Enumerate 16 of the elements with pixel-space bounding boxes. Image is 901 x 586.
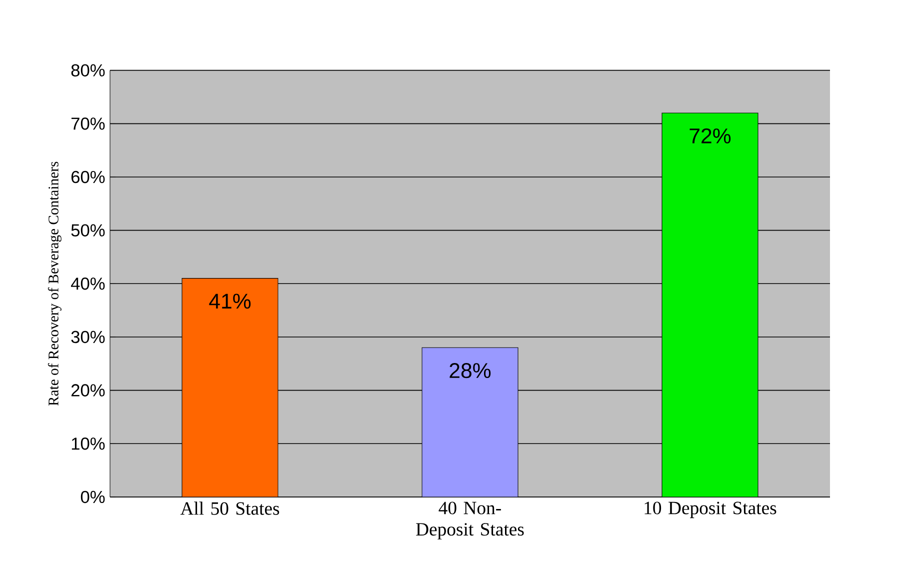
- y-tick-label: 20%: [71, 384, 105, 396]
- y-tick-label: 70%: [72, 118, 105, 130]
- y-tick-label: 10%: [72, 438, 105, 450]
- y-axis-title: Rate of Recovery of Beverage Containers: [48, 162, 62, 406]
- y-tick-label: 40%: [71, 278, 105, 290]
- data-label: 41%: [209, 294, 251, 309]
- y-tick-label: 60%: [71, 170, 105, 184]
- data-label: 28%: [450, 363, 491, 378]
- y-tick-label: 30%: [71, 330, 105, 344]
- y-tick-label: 0%: [80, 490, 105, 504]
- data-label: 72%: [690, 128, 731, 144]
- x-tick-label: All 50 States: [180, 502, 280, 515]
- x-tick-label: 10 Deposit States: [644, 502, 776, 518]
- x-tick-label: 40 Non-Deposit States: [416, 502, 524, 540]
- y-tick-label: 50%: [71, 224, 105, 236]
- y-tick-label: 80%: [71, 64, 105, 76]
